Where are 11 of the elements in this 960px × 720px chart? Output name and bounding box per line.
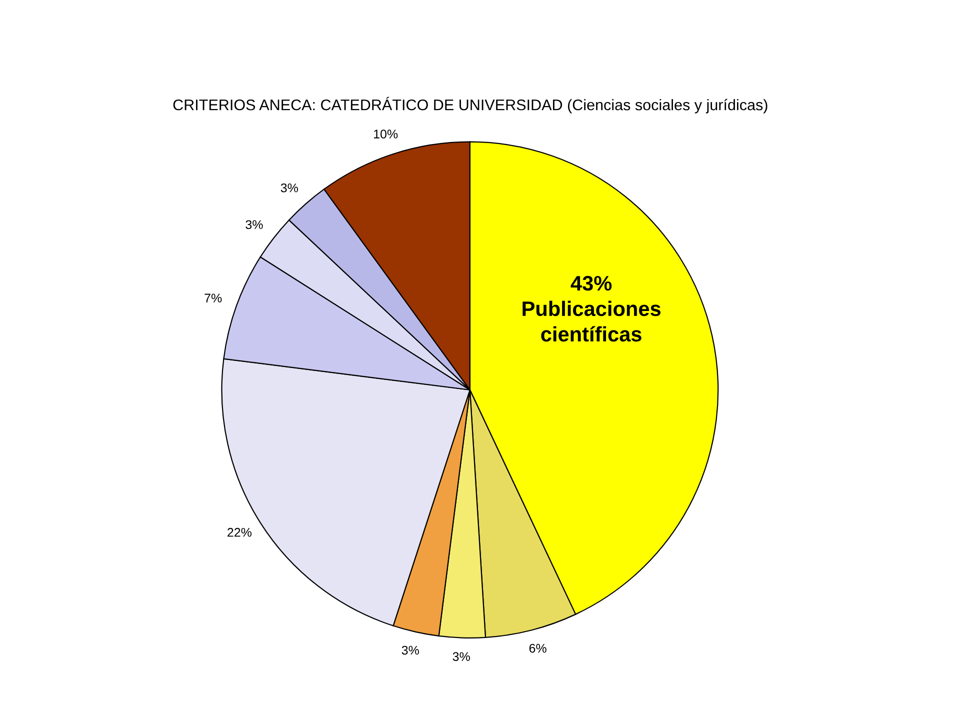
data-label: 3% xyxy=(402,646,419,655)
data-label: 3% xyxy=(452,652,470,661)
data-label: 3% xyxy=(280,183,298,192)
data-label: 10% xyxy=(374,130,398,138)
data-label: 43% xyxy=(570,276,612,291)
data-label: 3% xyxy=(246,220,263,230)
data-label: 6% xyxy=(529,644,546,653)
data-label: 22% xyxy=(228,528,252,537)
chart-title: CRITERIOS ANECA: CATEDRÁTICO DE UNIVERSIDAD (Ciencias sociales y jurídicas) xyxy=(173,96,768,114)
data-label: 7% xyxy=(204,294,222,302)
slice-label: Publicaciones científicas xyxy=(522,300,661,342)
